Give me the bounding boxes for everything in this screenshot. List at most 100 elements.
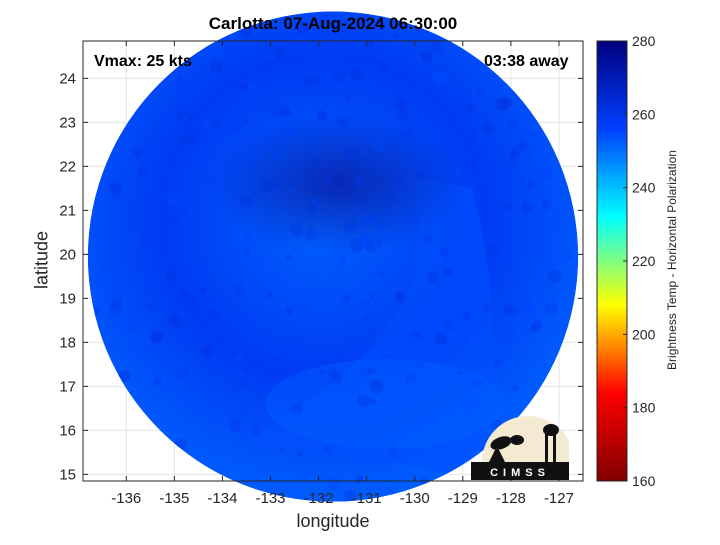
swath-texture [132, 148, 143, 159]
swath-texture [397, 106, 411, 120]
swath-texture [262, 75, 267, 80]
swath-texture [240, 81, 249, 90]
swath-texture [339, 126, 345, 131]
swath-texture [108, 302, 123, 316]
swath-texture [500, 330, 514, 344]
swath-texture [127, 320, 139, 332]
swath-texture [508, 120, 516, 129]
swath-texture [416, 172, 425, 181]
y-tick-label: 16 [59, 422, 76, 439]
logo-text: CIMSS [490, 467, 550, 479]
swath-texture [462, 312, 472, 322]
chart-title: Carlotta: 07-Aug-2024 06:30:00 [208, 14, 458, 33]
swath-texture [329, 213, 337, 221]
swath-texture [319, 14, 330, 25]
swath-texture [539, 166, 553, 181]
x-tick-label: -131 [352, 490, 382, 507]
swath-texture [443, 284, 450, 291]
swath-texture [521, 201, 533, 213]
swath-texture [364, 240, 377, 253]
swath-texture [172, 80, 186, 94]
swath-texture [306, 75, 314, 83]
swath-texture [202, 117, 211, 127]
swath-texture [177, 76, 182, 81]
swath-texture [323, 174, 334, 185]
swath-texture [332, 352, 341, 361]
swath-texture [455, 99, 469, 114]
swath-texture [398, 292, 403, 297]
colorbar-tick-label: 180 [632, 400, 656, 416]
swath-texture [384, 315, 393, 324]
swath-texture [167, 213, 181, 227]
swath-texture [355, 475, 364, 484]
swath-texture [445, 374, 455, 384]
swath-texture [313, 109, 326, 121]
swath-texture [396, 292, 408, 304]
swath-texture [206, 307, 220, 322]
swath-texture [305, 203, 317, 215]
swath-texture [406, 320, 413, 327]
swath-texture [430, 39, 444, 53]
x-tick-label: -130 [400, 490, 430, 507]
swath-texture [360, 15, 370, 25]
swath-texture [342, 292, 351, 302]
cimss-logo: CIMSS [471, 410, 569, 480]
swath-texture [273, 180, 283, 190]
swath-texture [513, 271, 518, 276]
swath-texture [121, 135, 129, 143]
swath-texture [281, 106, 292, 117]
swath-texture [141, 107, 148, 114]
swath-texture [465, 399, 478, 412]
swath-texture [370, 294, 375, 299]
swath-texture [548, 270, 562, 284]
colorbar-tick-label: 200 [632, 326, 656, 342]
swath-texture [293, 19, 306, 32]
y-tick-label: 20 [59, 246, 76, 263]
swath-texture [170, 144, 175, 149]
x-tick-label: -134 [207, 490, 237, 507]
y-tick-label: 21 [59, 202, 76, 219]
swath-texture [476, 88, 483, 95]
swath-texture [238, 379, 248, 389]
swath-texture [517, 140, 528, 151]
swath-texture [511, 384, 519, 392]
swath-texture [188, 115, 193, 121]
swath-texture [363, 158, 369, 163]
swath-texture [300, 26, 306, 32]
swath-texture [228, 419, 242, 432]
swath-texture [531, 320, 543, 332]
swath-texture [177, 263, 184, 269]
swath-texture [218, 345, 227, 354]
swath-texture [457, 370, 462, 375]
swath-texture [220, 325, 229, 334]
swath-texture [286, 254, 292, 260]
swath-texture [383, 305, 388, 310]
swath-texture [167, 314, 182, 329]
swath-texture [207, 49, 217, 59]
swath-texture [442, 85, 453, 95]
swath-texture [442, 248, 454, 260]
swath-texture [181, 134, 194, 146]
swath-texture [271, 153, 279, 161]
swath-texture [170, 364, 175, 369]
vmax-annotation: Vmax: 25 kts [94, 53, 192, 70]
swath-texture [150, 330, 164, 344]
swath-texture [318, 79, 329, 91]
y-tick-label: 23 [59, 114, 76, 131]
swath-texture [266, 291, 273, 299]
swath-texture [290, 402, 303, 415]
swath-texture [466, 104, 476, 114]
swath-texture [234, 47, 240, 53]
swath-texture [296, 451, 306, 460]
swath-texture [186, 296, 199, 308]
x-tick-label: -127 [544, 490, 574, 507]
swath-texture [329, 165, 338, 173]
swath-texture [309, 197, 321, 209]
swath-texture [482, 304, 493, 315]
swath-texture [108, 178, 122, 191]
swath-texture [464, 337, 469, 343]
swath-texture [242, 367, 249, 374]
warm-patch [265, 359, 506, 449]
swath-texture [416, 360, 426, 370]
